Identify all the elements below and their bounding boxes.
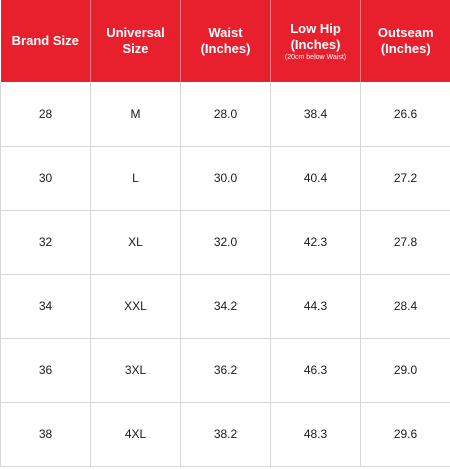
cell-low-hip: 48.3 xyxy=(270,402,361,467)
cell-universal-size: M xyxy=(90,82,181,147)
table-row: 36 3XL 36.2 46.3 29.0 xyxy=(0,338,450,403)
header-outseam: Outseam (Inches) xyxy=(360,0,450,82)
cell-universal-size: L xyxy=(90,146,181,211)
cell-waist: 34.2 xyxy=(180,274,271,339)
cell-low-hip: 40.4 xyxy=(270,146,361,211)
header-universal-size: Universal Size xyxy=(90,0,181,82)
cell-universal-size: 4XL xyxy=(90,402,181,467)
header-universal-size-line-2: Size xyxy=(122,41,149,56)
cell-low-hip: 38.4 xyxy=(270,82,361,147)
cell-universal-size: XXL xyxy=(90,274,181,339)
cell-outseam: 29.6 xyxy=(360,402,450,467)
table-header: Brand Size Universal Size Waist (Inches)… xyxy=(0,0,450,82)
header-low-hip: Low Hip (Inches) (20cm below Waist) xyxy=(270,0,361,82)
header-waist-line-1: Waist xyxy=(208,25,243,40)
header-waist: Waist (Inches) xyxy=(180,0,271,82)
header-low-hip-note: (20cm below Waist) xyxy=(284,53,347,61)
header-row: Brand Size Universal Size Waist (Inches)… xyxy=(0,0,450,82)
header-outseam-line-1: Outseam xyxy=(377,25,434,40)
table-row: 30 L 30.0 40.4 27.2 xyxy=(0,146,450,211)
table-row: 28 M 28.0 38.4 26.6 xyxy=(0,82,450,147)
header-universal-size-line-1: Universal xyxy=(106,25,165,40)
cell-waist: 28.0 xyxy=(180,82,271,147)
cell-outseam: 27.8 xyxy=(360,210,450,275)
header-brand-size: Brand Size xyxy=(0,0,91,82)
cell-brand-size: 28 xyxy=(0,82,91,147)
header-waist-line-2: (Inches) xyxy=(200,41,251,56)
cell-outseam: 26.6 xyxy=(360,82,450,147)
cell-low-hip: 42.3 xyxy=(270,210,361,275)
cell-waist: 36.2 xyxy=(180,338,271,403)
cell-waist: 32.0 xyxy=(180,210,271,275)
cell-brand-size: 34 xyxy=(0,274,91,339)
cell-outseam: 27.2 xyxy=(360,146,450,211)
header-low-hip-line-1: Low Hip xyxy=(290,20,341,36)
cell-brand-size: 38 xyxy=(0,402,91,467)
cell-outseam: 29.0 xyxy=(360,338,450,403)
header-outseam-line-2: (Inches) xyxy=(380,41,431,56)
cell-universal-size: 3XL xyxy=(90,338,181,403)
cell-outseam: 28.4 xyxy=(360,274,450,339)
table-row: 38 4XL 38.2 48.3 29.6 xyxy=(0,402,450,467)
cell-waist: 38.2 xyxy=(180,402,271,467)
header-brand-size-line-1: Brand Size xyxy=(11,33,79,48)
cell-low-hip: 44.3 xyxy=(270,274,361,339)
cell-universal-size: XL xyxy=(90,210,181,275)
table-row: 32 XL 32.0 42.3 27.8 xyxy=(0,210,450,275)
cell-brand-size: 32 xyxy=(0,210,91,275)
cell-brand-size: 30 xyxy=(0,146,91,211)
cell-low-hip: 46.3 xyxy=(270,338,361,403)
cell-brand-size: 36 xyxy=(0,338,91,403)
cell-waist: 30.0 xyxy=(180,146,271,211)
table-row: 34 XXL 34.2 44.3 28.4 xyxy=(0,274,450,339)
header-low-hip-line-2: (Inches) xyxy=(290,36,341,52)
table-body: 28 M 28.0 38.4 26.6 30 L 30.0 40.4 27.2 … xyxy=(0,82,450,467)
